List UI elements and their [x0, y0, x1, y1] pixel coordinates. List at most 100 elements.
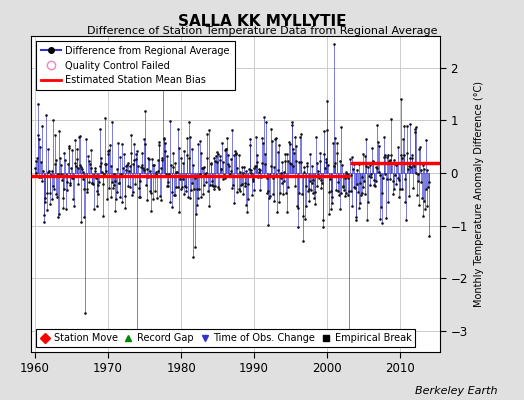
- Point: [94, 182, 102, 188]
- Point: [104, 148, 112, 154]
- Point: [259, 114, 268, 120]
- Point: [177, 155, 185, 161]
- Point: [392, 162, 400, 168]
- Point: [236, 188, 245, 194]
- Point: [264, 188, 272, 194]
- Point: [51, 191, 60, 198]
- Point: [64, 160, 72, 167]
- Point: [140, 108, 149, 115]
- Point: [75, 162, 84, 168]
- Point: [263, 175, 271, 182]
- Point: [57, 170, 66, 177]
- Point: [287, 122, 296, 128]
- Point: [330, 41, 338, 47]
- Point: [86, 160, 94, 167]
- Point: [227, 156, 235, 162]
- Point: [320, 128, 329, 135]
- Point: [195, 171, 204, 177]
- Point: [211, 182, 220, 189]
- Point: [125, 168, 133, 174]
- Point: [31, 165, 39, 172]
- Point: [377, 220, 386, 226]
- Point: [281, 158, 289, 164]
- Point: [301, 216, 309, 222]
- Point: [166, 199, 174, 205]
- Point: [231, 150, 239, 156]
- Point: [133, 148, 141, 154]
- Point: [243, 209, 252, 216]
- Point: [343, 175, 352, 182]
- Point: [54, 210, 63, 217]
- Point: [373, 165, 381, 172]
- Point: [371, 182, 379, 189]
- Point: [34, 132, 42, 138]
- Point: [285, 138, 293, 145]
- Point: [202, 170, 211, 176]
- Point: [96, 126, 104, 132]
- Point: [43, 206, 51, 213]
- Point: [311, 188, 319, 195]
- Point: [297, 159, 305, 165]
- Point: [407, 164, 415, 170]
- Point: [165, 183, 173, 189]
- Point: [379, 133, 388, 140]
- Point: [364, 199, 372, 206]
- Point: [234, 173, 242, 179]
- Point: [170, 191, 179, 198]
- Point: [258, 135, 267, 141]
- Point: [114, 140, 122, 146]
- Point: [118, 173, 127, 179]
- Point: [137, 164, 145, 170]
- Point: [146, 168, 154, 174]
- Point: [214, 150, 222, 157]
- Point: [199, 164, 208, 171]
- Point: [336, 158, 344, 164]
- Point: [339, 182, 347, 189]
- Point: [182, 135, 191, 141]
- Point: [347, 172, 355, 178]
- Point: [218, 140, 226, 147]
- Point: [412, 124, 420, 130]
- Point: [416, 144, 424, 150]
- Point: [233, 189, 242, 195]
- Point: [395, 177, 403, 184]
- Point: [342, 190, 350, 196]
- Point: [236, 168, 244, 175]
- Point: [375, 143, 384, 149]
- Point: [335, 192, 343, 198]
- Point: [376, 172, 384, 178]
- Point: [62, 179, 71, 185]
- Point: [135, 194, 144, 200]
- Point: [113, 166, 121, 172]
- Point: [267, 163, 275, 169]
- Point: [398, 186, 406, 192]
- Point: [307, 187, 315, 193]
- Point: [211, 158, 219, 164]
- Point: [141, 140, 149, 147]
- Point: [396, 96, 405, 102]
- Point: [123, 162, 132, 169]
- Point: [39, 167, 47, 174]
- Point: [75, 134, 83, 140]
- Point: [170, 192, 178, 199]
- Point: [188, 146, 196, 152]
- Point: [418, 213, 427, 219]
- Point: [228, 127, 237, 133]
- Point: [222, 146, 230, 152]
- Point: [200, 182, 209, 188]
- Point: [68, 147, 76, 153]
- Point: [380, 170, 389, 177]
- Point: [365, 173, 373, 179]
- Point: [239, 170, 248, 176]
- Text: SALLA KK MYLLYTIE: SALLA KK MYLLYTIE: [178, 14, 346, 29]
- Point: [193, 202, 201, 208]
- Point: [261, 161, 269, 167]
- Point: [172, 168, 181, 175]
- Point: [295, 158, 303, 165]
- Point: [84, 158, 93, 165]
- Point: [310, 195, 318, 201]
- Point: [341, 174, 350, 181]
- Point: [268, 174, 277, 181]
- Point: [64, 144, 73, 151]
- Point: [292, 143, 301, 149]
